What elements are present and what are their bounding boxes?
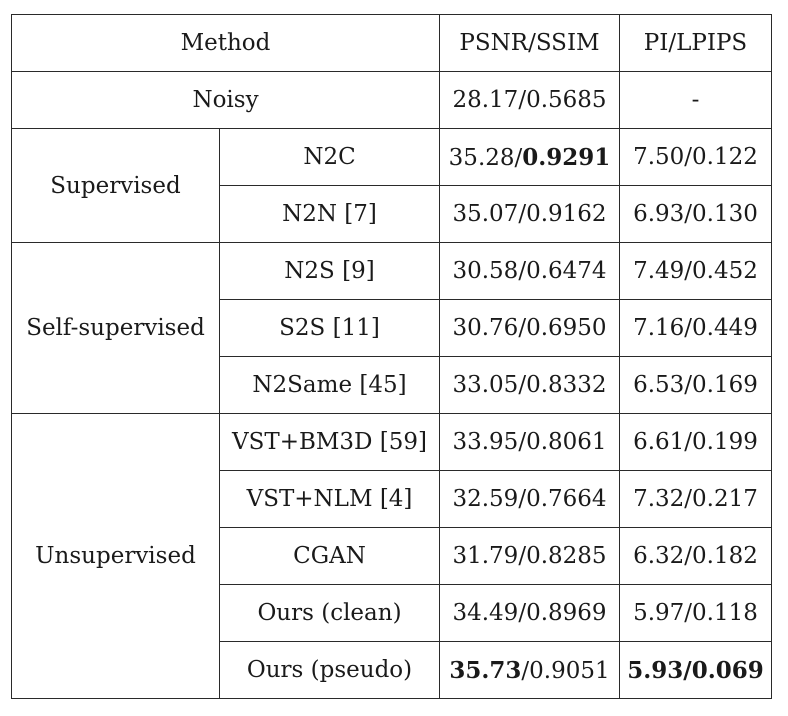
method-cell: N2N [7] — [219, 185, 440, 243]
pi-lpips-cell: 6.53/0.169 — [619, 356, 772, 414]
pi-lpips-cell: 5.93/0.069 — [619, 641, 772, 699]
table-row: Unsupervised VST+BM3D [59] 33.95/0.8061 … — [11, 413, 772, 699]
table-row: Ours (pseudo) 35.73/0.9051 5.93/0.069 — [12, 641, 772, 699]
group-supervised: Supervised — [11, 128, 220, 243]
table-row: VST+NLM [4] 32.59/0.7664 7.32/0.217 — [12, 470, 772, 528]
method-cell: N2S [9] — [219, 242, 440, 300]
header-pi-lpips: PI/LPIPS — [619, 14, 772, 72]
psnr-ssim-cell: 34.49/0.8969 — [439, 584, 620, 642]
table-row: N2N [7] 35.07/0.9162 6.93/0.130 — [12, 185, 772, 243]
method-cell: N2C — [219, 128, 440, 186]
psnr-ssim-cell: 30.58/0.6474 — [439, 242, 620, 300]
psnr-ssim-cell: 31.79/0.8285 — [439, 527, 620, 585]
psnr-ssim-cell: 33.05/0.8332 — [439, 356, 620, 414]
header-method: Method — [11, 14, 440, 72]
table-row: N2Same [45] 33.05/0.8332 6.53/0.169 — [12, 356, 772, 414]
header-psnr-ssim: PSNR/SSIM — [439, 14, 620, 72]
psnr-ssim-cell: 33.95/0.8061 — [439, 413, 620, 471]
table-row: Ours (clean) 34.49/0.8969 5.97/0.118 — [12, 584, 772, 642]
noisy-psnr-ssim: 28.17/0.5685 — [439, 71, 620, 129]
noisy-label: Noisy — [11, 71, 440, 129]
pi-lpips-cell: 5.97/0.118 — [619, 584, 772, 642]
psnr-ssim-cell: 32.59/0.7664 — [439, 470, 620, 528]
method-cell: S2S [11] — [219, 299, 440, 357]
pi-lpips-cell: 7.49/0.452 — [619, 242, 772, 300]
noisy-pi-lpips: - — [619, 71, 772, 129]
method-cell: N2Same [45] — [219, 356, 440, 414]
psnr-ssim-cell: 35.07/0.9162 — [439, 185, 620, 243]
results-table: Method PSNR/SSIM PI/LPIPS Noisy 28.17/0.… — [11, 14, 772, 699]
pi-lpips-cell: 6.93/0.130 — [619, 185, 772, 243]
method-cell: Ours (pseudo) — [219, 641, 440, 699]
method-cell: CGAN — [219, 527, 440, 585]
table-row: S2S [11] 30.76/0.6950 7.16/0.449 — [12, 299, 772, 357]
group-unsupervised: Unsupervised — [11, 413, 220, 699]
method-cell: VST+NLM [4] — [219, 470, 440, 528]
header-row: Method PSNR/SSIM PI/LPIPS — [11, 14, 772, 72]
psnr-ssim-cell: 30.76/0.6950 — [439, 299, 620, 357]
pi-lpips-cell: 7.32/0.217 — [619, 470, 772, 528]
pi-lpips-cell: 6.61/0.199 — [619, 413, 772, 471]
group-self-supervised: Self-supervised — [11, 242, 220, 414]
method-cell: Ours (clean) — [219, 584, 440, 642]
psnr-ssim-cell: 35.28/0.9291 — [439, 128, 620, 186]
method-cell: VST+BM3D [59] — [219, 413, 440, 471]
table-row: Self-supervised N2S [9] 30.58/0.6474 7.4… — [11, 242, 772, 414]
table-row: Noisy 28.17/0.5685 - — [11, 71, 772, 129]
psnr-ssim-cell: 35.73/0.9051 — [439, 641, 620, 699]
pi-lpips-cell: 7.16/0.449 — [619, 299, 772, 357]
table-row: CGAN 31.79/0.8285 6.32/0.182 — [12, 527, 772, 585]
pi-lpips-cell: 7.50/0.122 — [619, 128, 772, 186]
pi-lpips-cell: 6.32/0.182 — [619, 527, 772, 585]
table-row: Supervised N2C 35.28/0.9291 7.50/0.122 — [11, 128, 772, 243]
